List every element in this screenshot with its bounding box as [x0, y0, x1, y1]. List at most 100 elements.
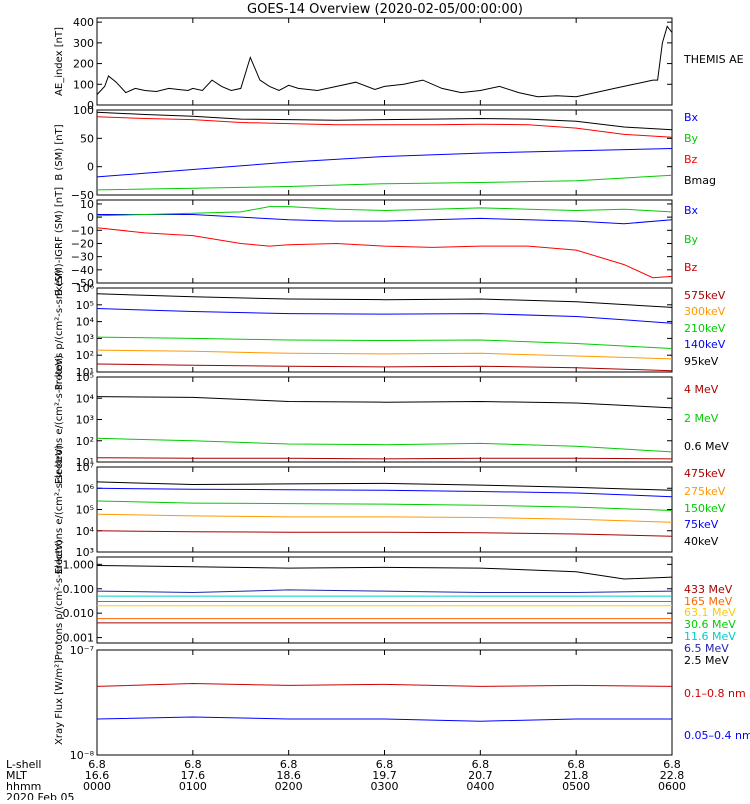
series-line: [96, 682, 673, 687]
series-line: [96, 308, 673, 324]
legend-entry: 475keV: [684, 467, 726, 480]
legend-entry: 150keV: [684, 502, 726, 515]
legend-entry: 95keV: [684, 355, 719, 368]
y-axis-label: Protons p/(cm²-s-sr-keV): [54, 540, 65, 661]
y-tick-label: −40: [71, 264, 94, 277]
y-tick-label: 10¹: [76, 456, 94, 469]
x-tick-label: 6.8: [184, 758, 202, 771]
y-tick-label: 10⁻⁷: [70, 644, 94, 657]
x-tick-label: 6.8: [88, 758, 106, 771]
series-line: [96, 293, 673, 308]
x-tick-label: 6.8: [663, 758, 681, 771]
y-tick-label: 0.001: [63, 632, 95, 645]
figure-title: GOES-14 Overview (2020-02-05/00:00:00): [247, 2, 523, 17]
y-axis-label: Protons p/(cm²-s-sr-keV): [54, 270, 65, 391]
legend-entry: 2.5 MeV: [684, 654, 729, 667]
y-tick-label: 10²: [76, 435, 94, 448]
series-line: [96, 148, 673, 178]
legend-entry: 40keV: [684, 535, 719, 548]
series-line: [96, 589, 673, 594]
y-tick-label: 0.100: [63, 583, 95, 596]
legend-entry: 165 MeV: [684, 595, 733, 608]
series-line: [96, 349, 673, 360]
x-tick-label: 0000: [83, 780, 111, 793]
y-axis-label: Xray Flux [W/m²]: [54, 660, 65, 745]
series-line: [96, 457, 673, 460]
y-tick-label: 10³: [76, 332, 94, 345]
x-tick-label: 20.7: [468, 769, 493, 782]
x-tick-label: 0400: [466, 780, 494, 793]
series-line: [96, 227, 673, 279]
x-tick-label: 0600: [658, 780, 686, 793]
x-tick-label: 6.8: [567, 758, 585, 771]
x-tick-label: 0500: [562, 780, 590, 793]
legend-entry: 575keV: [684, 289, 726, 302]
y-tick-label: 10⁶: [76, 482, 95, 495]
x-tick-label: 6.8: [280, 758, 298, 771]
y-tick-label: 10⁴: [76, 392, 95, 405]
y-tick-label: 400: [73, 16, 94, 29]
y-tick-label: 10⁷: [76, 461, 94, 474]
x-axis: 6.816.600006.817.601006.818.602006.819.7…: [6, 758, 686, 804]
legend-entry: 210keV: [684, 322, 726, 335]
series-line: [96, 487, 673, 498]
series-line: [96, 336, 673, 349]
x-tick-label: 16.6: [85, 769, 110, 782]
y-tick-label: 10⁴: [76, 525, 95, 538]
y-tick-label: 1.000: [63, 558, 95, 571]
panel-3: 10¹ 10² 10³ 10⁴ 10⁵ 10⁶ Protons p/(cm²-s-sr-ke…: [54, 270, 726, 391]
x-tick-label: 0300: [371, 780, 399, 793]
legend-entry: 63.1 MeV: [684, 606, 736, 619]
y-tick-label: 10⁵: [76, 371, 94, 384]
panel-frame: [96, 199, 673, 284]
series-line: [96, 500, 673, 511]
y-tick-label: 0.010: [63, 607, 95, 620]
x-row-label: hhmm: [6, 780, 41, 793]
panel-frame: [96, 649, 673, 756]
panel-frame: [96, 466, 673, 553]
series-line: [96, 716, 672, 722]
panel-4: 10¹ 10² 10³ 10⁴ 10⁵ Electrons e/(cm²-s-sr-keV…: [54, 355, 729, 484]
legend-entry: 30.6 MeV: [684, 618, 736, 631]
panel-5: 10³ 10⁴ 10⁵ 10⁶ 10⁷ Electrons e/(cm²-s-sr-keV…: [54, 445, 726, 574]
y-tick-label: 100: [73, 104, 94, 117]
legend-entry: 2 MeV: [684, 412, 719, 425]
legend-entry: 433 MeV: [684, 583, 733, 596]
series-line: [96, 481, 673, 491]
y-tick-label: 10²: [76, 349, 94, 362]
y-tick-label: 10¹: [76, 366, 94, 379]
x-tick-label: 6.8: [376, 758, 394, 771]
panel-7: 10⁻⁸ 10⁻⁷ Xray Flux [W/m²] 0.1–0.8 nm 0.05–0…: [54, 644, 750, 762]
x-tick-label: 22.8: [660, 769, 685, 782]
panel-0: 0 100 200 300 400 AE_index [nT] THEMIS AE: [54, 16, 744, 112]
y-tick-label: −50: [71, 189, 94, 202]
series-line: [96, 396, 673, 409]
y-tick-label: 10⁴: [76, 316, 95, 329]
y-tick-label: 10³: [76, 546, 94, 559]
x-tick-label: 17.6: [181, 769, 206, 782]
x-tick-label: 0200: [275, 780, 303, 793]
series-line: [96, 363, 673, 372]
y-tick-label: 10⁵: [76, 299, 94, 312]
legend-entry: 6.5 MeV: [684, 642, 729, 655]
x-tick-label: 18.6: [276, 769, 301, 782]
legend-entry: THEMIS AE: [683, 53, 744, 66]
series-line: [96, 206, 673, 217]
y-tick-label: −20: [71, 237, 94, 250]
y-tick-label: 10: [80, 198, 94, 211]
y-axis-label: Electrons e/(cm²-s-sr-keV): [54, 445, 65, 574]
y-axis-label: B (SM) [nT]: [54, 124, 65, 180]
legend-entry: Bx: [684, 204, 699, 217]
x-row-label: MLT: [6, 769, 27, 782]
x-tick-label: 21.8: [564, 769, 589, 782]
legend-entry: Bx: [684, 111, 699, 124]
legend-entry: Bmag: [684, 174, 716, 187]
y-tick-label: −30: [71, 251, 94, 264]
y-tick-label: 300: [73, 37, 94, 50]
legend-entry: 0.6 MeV: [684, 440, 729, 453]
legend-entry: 300keV: [684, 305, 726, 318]
